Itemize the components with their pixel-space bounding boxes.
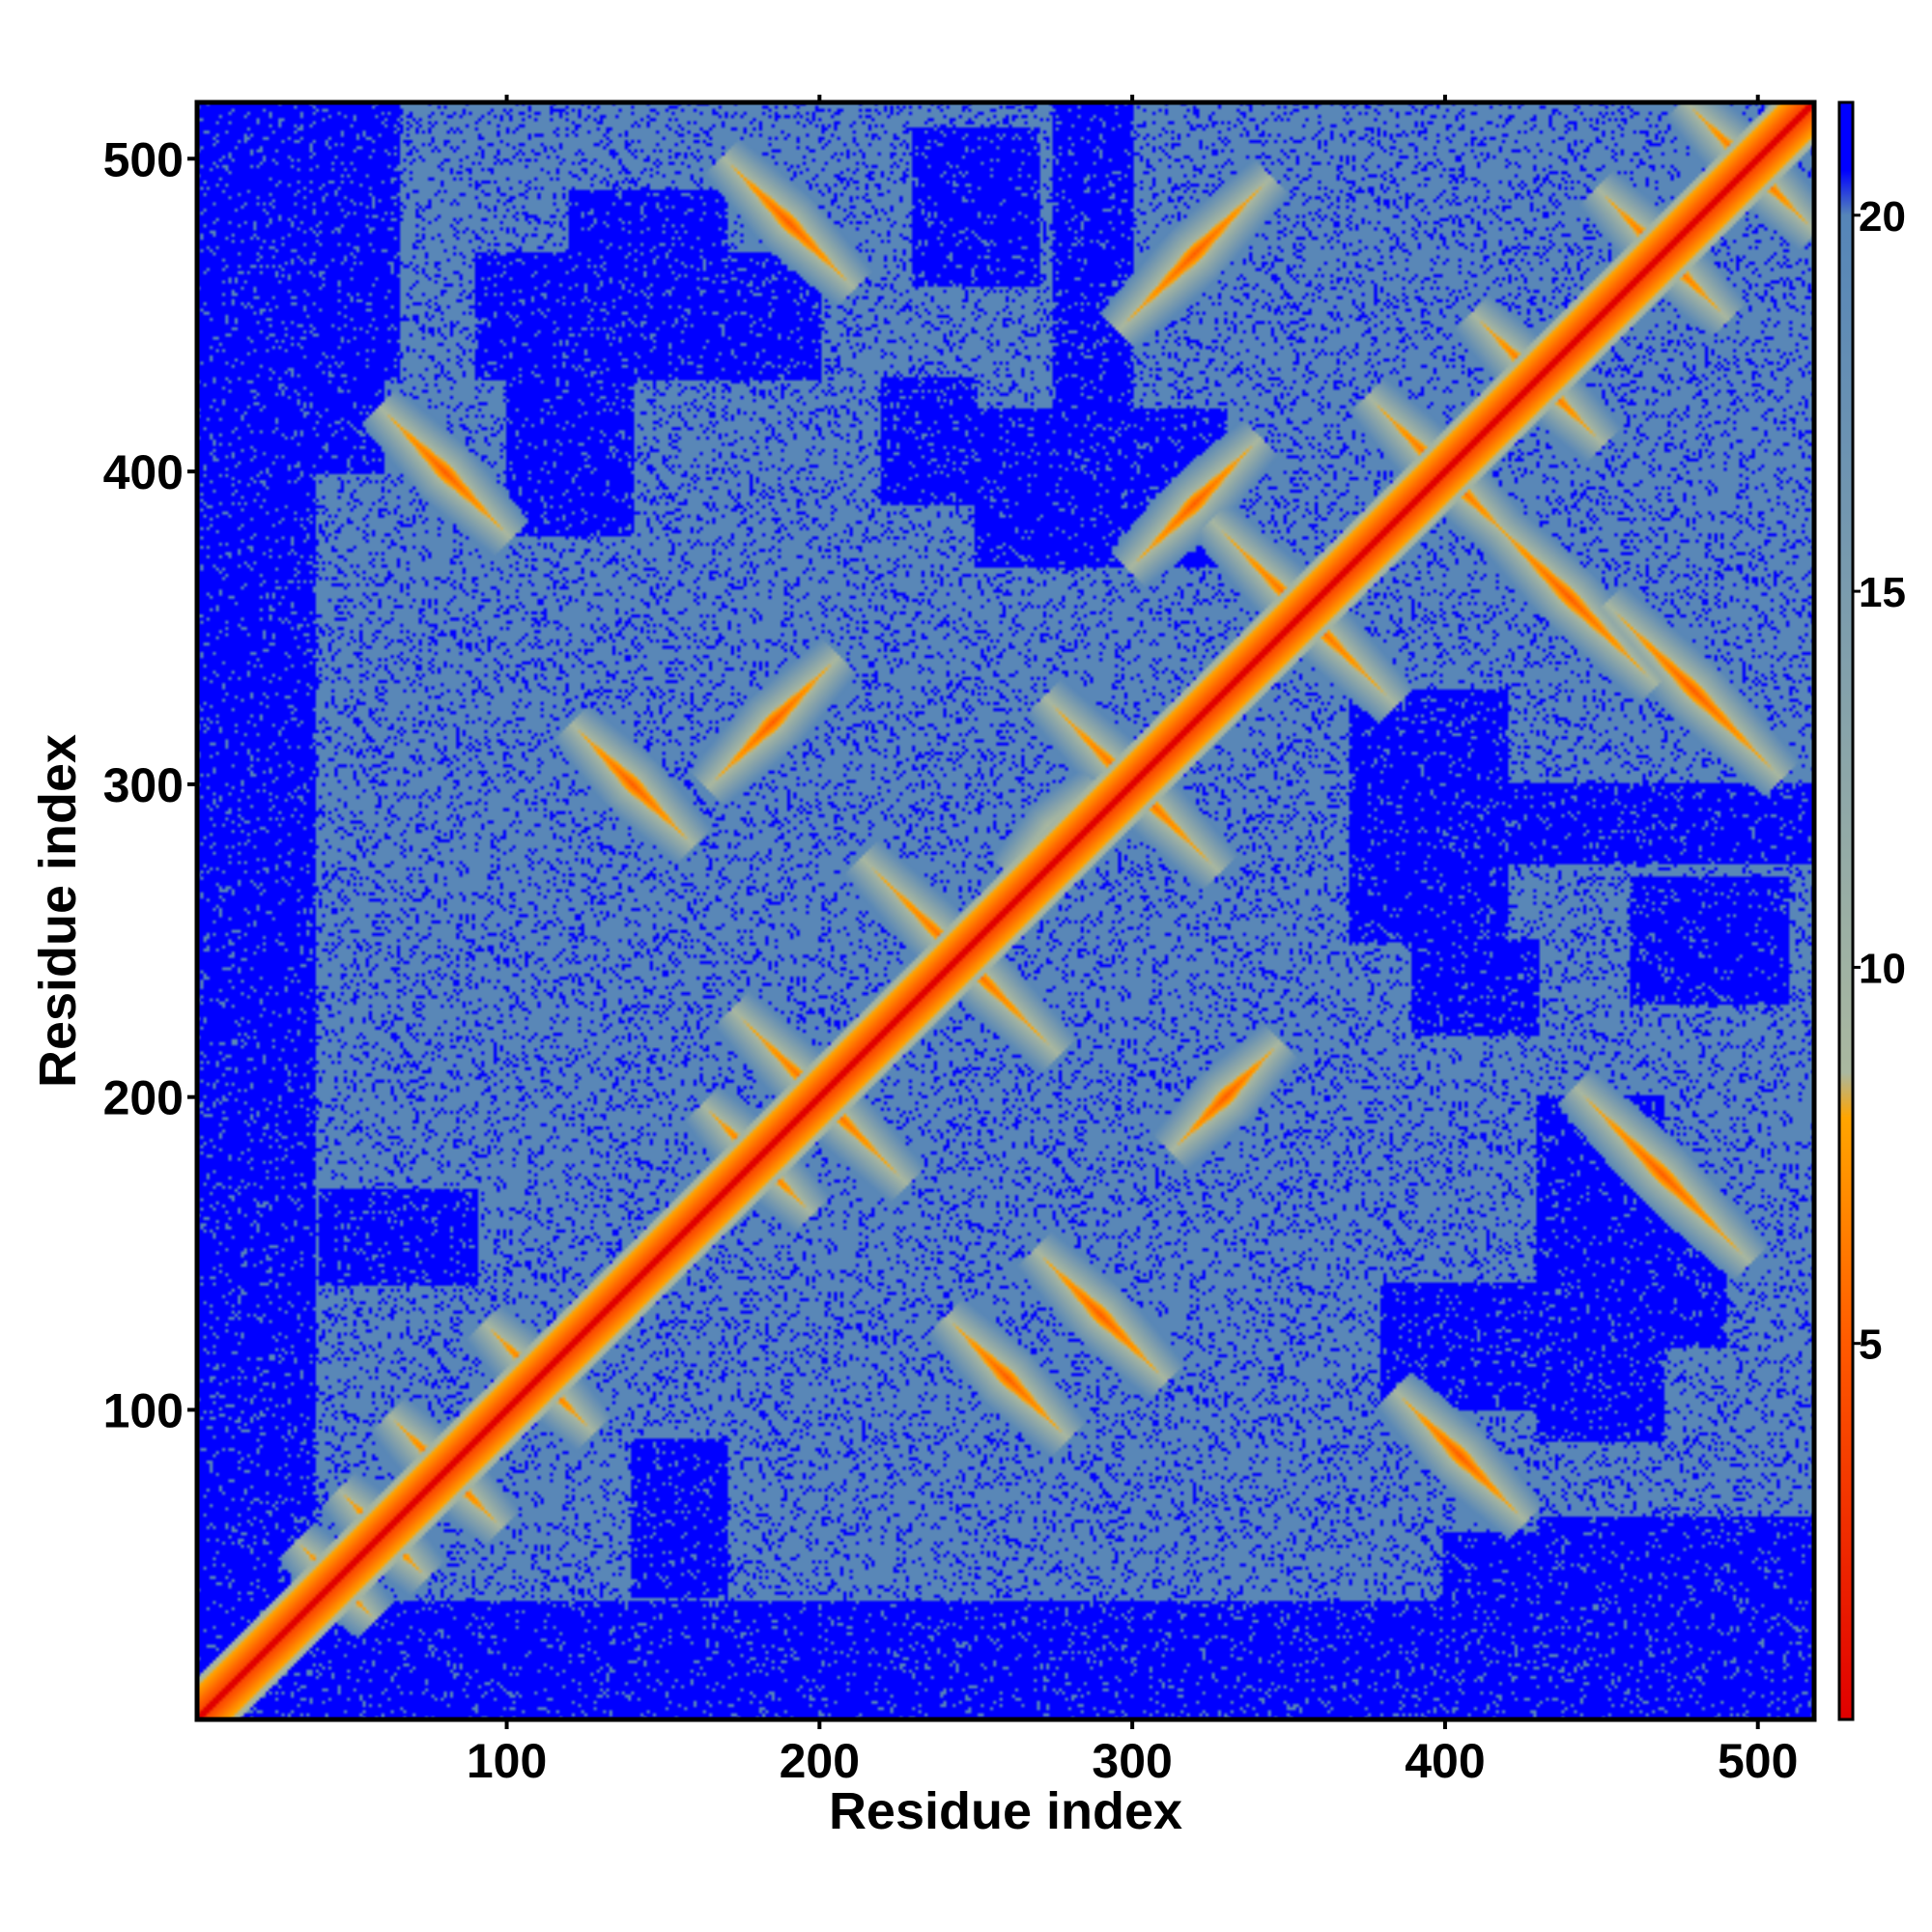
x-tick-label: 500 (1718, 1734, 1798, 1788)
y-tick-label: 100 (103, 1383, 184, 1437)
x-axis-title: Residue index (829, 1782, 1182, 1840)
colorbar: 5 10 15 20 (1837, 100, 1906, 1721)
y-tick-label: 300 (103, 758, 184, 812)
heatmap-panel (194, 99, 1817, 1722)
x-axis: 100 200 300 400 500 (467, 95, 1798, 1788)
colorbar-tick-label: 5 (1859, 1321, 1882, 1369)
x-tick-label: 400 (1405, 1734, 1485, 1788)
colorbar-ticks: 5 10 15 20 (1853, 193, 1906, 1369)
y-tick-label: 400 (103, 445, 184, 499)
y-axis-title: Residue index (29, 734, 87, 1088)
y-tick-label: 200 (103, 1071, 184, 1125)
y-tick-label: 500 (103, 132, 184, 186)
colorbar-tick-label: 15 (1859, 569, 1906, 616)
colorbar-tick-label: 20 (1859, 193, 1906, 241)
y-axis: 100 200 300 400 500 (103, 132, 197, 1437)
colorbar-border (1837, 100, 1855, 1721)
x-tick-label: 300 (1092, 1734, 1172, 1788)
plot-border (194, 99, 1817, 1722)
x-tick-label: 100 (467, 1734, 547, 1788)
x-tick-label: 200 (780, 1734, 860, 1788)
colorbar-fill (1839, 102, 1853, 1719)
heatmap-raster (197, 102, 1814, 1719)
colorbar-tick-label: 10 (1859, 945, 1906, 992)
